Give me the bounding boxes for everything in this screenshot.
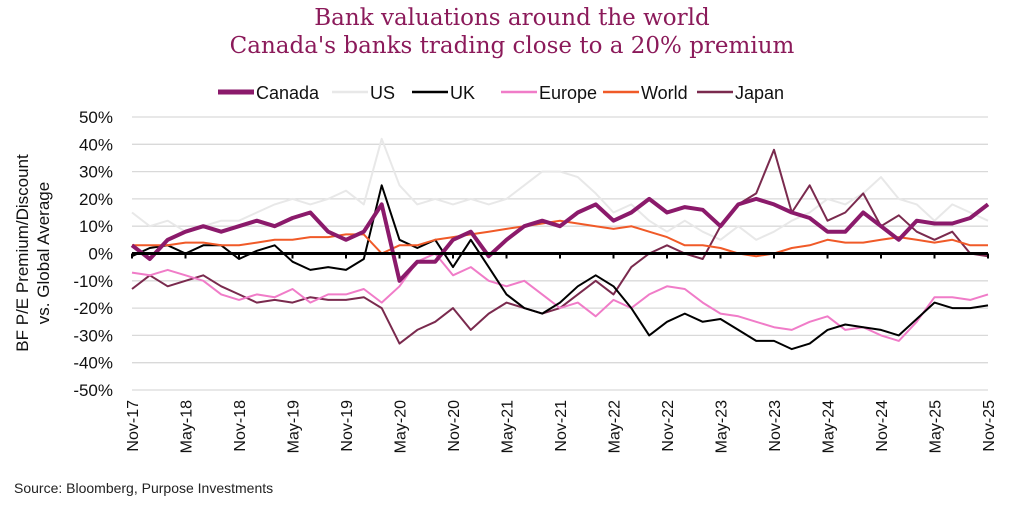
x-tick-label: Nov-18 bbox=[232, 400, 249, 452]
legend-item-japan: Japan bbox=[697, 83, 784, 103]
x-tick-label: May-25 bbox=[928, 400, 945, 453]
x-tick-label: Nov-24 bbox=[874, 400, 891, 452]
y-axis-title-line: vs. Global Average bbox=[34, 182, 53, 324]
x-tick-label: May-24 bbox=[821, 400, 838, 453]
series-line-europe bbox=[131, 252, 989, 342]
y-tick-label: 30% bbox=[79, 163, 113, 182]
legend-label: World bbox=[641, 83, 688, 103]
legend-item-world: World bbox=[603, 83, 688, 103]
x-axis-labels: Nov-17 May-18 Nov-18 May-19 Nov-19 May-20 Nov-… bbox=[125, 400, 998, 453]
x-tick-label: Nov-19 bbox=[339, 400, 356, 452]
series-line-uk bbox=[131, 184, 989, 351]
y-tick-label: 20% bbox=[79, 190, 113, 209]
y-axis-title-line: BF P/E Premium/Discount bbox=[13, 154, 32, 352]
y-axis-title: BF P/E Premium/Discount vs. Global Averag… bbox=[13, 154, 53, 352]
x-tick-label: May-18 bbox=[179, 400, 196, 453]
y-tick-label: 40% bbox=[79, 135, 113, 154]
y-tick-label: -40% bbox=[73, 354, 113, 373]
x-tick-label: Nov-22 bbox=[660, 400, 677, 452]
series-line-japan bbox=[131, 148, 989, 345]
x-tick-label: Nov-25 bbox=[981, 400, 998, 452]
legend-item-canada: Canada bbox=[218, 83, 320, 103]
x-tick-label: Nov-23 bbox=[767, 400, 784, 452]
source-note: Source: Bloomberg, Purpose Investments bbox=[14, 480, 273, 496]
series-line-world bbox=[132, 219, 988, 258]
chart-title: Bank valuations around the world bbox=[314, 5, 710, 31]
legend-label: Europe bbox=[539, 83, 597, 103]
chart-subtitle: Canada's banks trading close to a 20% pr… bbox=[230, 33, 795, 59]
y-tick-label: -30% bbox=[73, 326, 113, 345]
legend-item-europe: Europe bbox=[501, 83, 597, 103]
x-tick-label: May-23 bbox=[714, 400, 731, 453]
x-tick-label: May-21 bbox=[500, 400, 517, 453]
x-tick-label: May-22 bbox=[607, 400, 624, 453]
series-line-us bbox=[131, 137, 989, 241]
zero-axis bbox=[131, 252, 989, 259]
y-axis-labels: 50% 40% 30% 20% 10% 0% -10% -20% -30% -40% -50% bbox=[73, 108, 113, 400]
y-tick-label: 10% bbox=[79, 217, 113, 236]
legend-item-uk: UK bbox=[412, 83, 475, 103]
y-tick-label: 50% bbox=[79, 108, 113, 127]
x-tick-label: Nov-21 bbox=[553, 400, 570, 452]
y-tick-label: -20% bbox=[73, 299, 113, 318]
y-tick-label: -10% bbox=[73, 272, 113, 291]
legend: Canada US UK Europe World Japan bbox=[218, 83, 784, 103]
series-lines bbox=[130, 137, 990, 351]
y-tick-label: 0% bbox=[88, 245, 113, 264]
x-tick-label: May-20 bbox=[393, 400, 410, 453]
legend-label: Canada bbox=[256, 83, 320, 103]
legend-label: UK bbox=[450, 83, 475, 103]
x-tick-label: Nov-17 bbox=[125, 400, 142, 452]
legend-item-us: US bbox=[332, 83, 395, 103]
legend-label: US bbox=[370, 83, 395, 103]
y-tick-label: -50% bbox=[73, 381, 113, 400]
series-line-canada bbox=[130, 196, 990, 283]
x-tick-label: May-19 bbox=[286, 400, 303, 453]
x-tick-label: Nov-20 bbox=[446, 400, 463, 452]
legend-label: Japan bbox=[735, 83, 784, 103]
